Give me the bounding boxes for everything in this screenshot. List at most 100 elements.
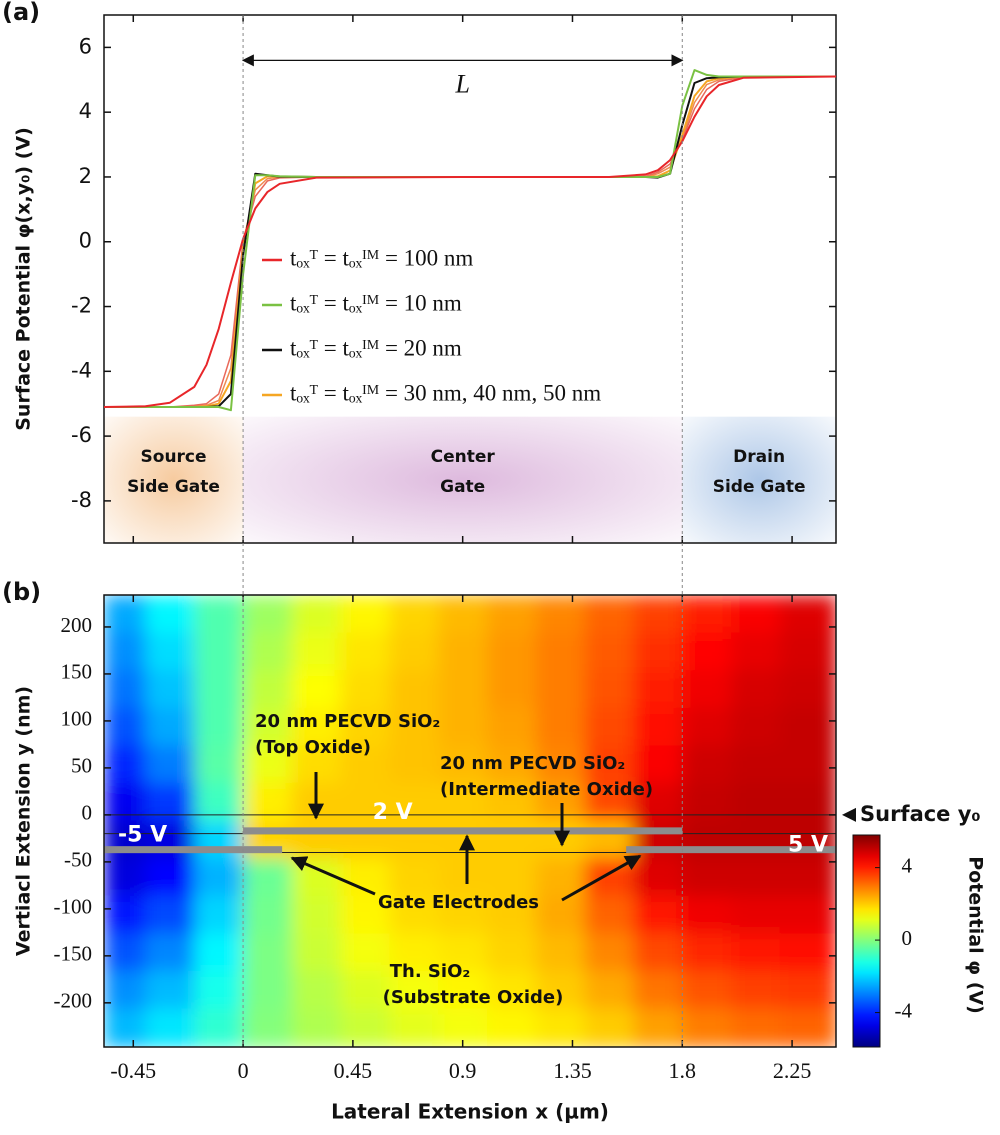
annotation: (Top Oxide) [255,737,371,758]
heatmap-cell [194,970,245,1010]
heatmap-cell [340,745,391,784]
heatmap-cell [779,895,836,935]
heatmap-cell [389,933,440,972]
heatmap-cell [194,707,245,747]
heatmap-cell [633,933,684,972]
heatmap-cell [389,895,440,935]
series-line [104,75,837,408]
series-line [104,75,836,408]
series-line [103,75,837,408]
heatmap-cell [340,1008,391,1047]
heatmap-cell [779,933,836,972]
electrode-label: -5 V [118,823,167,848]
heatmap-cell [487,707,537,747]
heatmap-cell [682,745,733,784]
heatmap-cell [243,745,293,784]
heatmap-cell [731,820,781,860]
heatmap-cell [291,895,342,935]
y-tick-label: -150 [54,942,93,966]
region-label: Gate [440,477,485,497]
heatmap-cell [104,670,147,709]
heatmap-cell [731,670,781,709]
y-tick-label: -4 [71,358,92,382]
heatmap-cell [104,858,147,897]
electrode-label: 5 V [788,833,828,858]
series-line [104,69,836,412]
heatmap-cell [682,970,733,1010]
heatmap-cell [584,895,635,935]
x-axis-label: Lateral Extension x (µm) [331,1100,609,1124]
heatmap-cell [535,670,586,709]
y-tick-label: 50 [71,754,92,778]
y-axis-label: Surface Potential φ(x,y₀) (V) [13,127,35,431]
heatmap-cell [145,970,196,1010]
heatmap-cell [633,707,684,747]
y-tick-label: 150 [61,660,93,684]
x-tick-label: -0.45 [110,1058,156,1083]
panel-label: (a) [2,0,40,26]
y-tick-label: -6 [71,423,92,447]
heatmap-cell [291,1008,342,1047]
heatmap-cell [194,745,245,784]
heatmap-cell [145,670,196,709]
heatmap-cell [779,782,836,822]
heatmap-cell [779,858,836,897]
heatmap-cell [243,933,293,972]
region-label: Center [431,447,496,467]
heatmap-cells [104,595,836,1047]
series-line [104,75,836,408]
heatmap-cell [291,970,342,1010]
heatmap-cell [535,895,586,935]
heatmap-cell [104,933,147,972]
heatmap-cell [535,970,586,1010]
x-tick-label: 1.8 [669,1058,697,1083]
electrode [626,846,836,854]
x-tick-label: 0 [238,1058,249,1083]
panel-label: (b) [2,578,41,606]
heatmap-cell [584,745,635,784]
x-tick-label: 2.25 [773,1058,812,1083]
electrode-label: 2 V [373,800,413,825]
heatmap-cell [633,820,684,860]
heatmap-cell [438,858,489,897]
x-tick-label: 0.9 [449,1058,477,1083]
heatmap-cell [487,632,537,672]
heatmap-cell [731,782,781,822]
heatmap-cell [291,933,342,972]
heatmap-cell [145,782,196,822]
heatmap-cell [584,970,635,1010]
heatmap-cell [104,595,147,634]
heatmap-cell [340,895,391,935]
heatmap-cell [487,745,537,784]
colorbar-tick-label: 4 [902,853,913,877]
colorbar-label: Potential φ (V) [965,856,987,1014]
heatmap-cell [487,1008,537,1047]
plot-frame [103,14,837,544]
heatmap-cell [438,707,489,747]
heatmap-cell [243,595,293,634]
heatmap-cell [682,858,733,897]
heatmap-cell [145,933,196,972]
pointer-arrow [290,856,376,896]
colorbar-tick-label: 0 [902,926,913,950]
heatmap-cell [633,670,684,709]
heatmap-cell [731,595,781,634]
heatmap-cell [194,820,245,860]
heatmap-cell [243,820,293,860]
heatmap-cell [731,895,781,935]
heatmap-cell [584,1008,635,1047]
heatmap-cell [584,595,635,634]
heatmap-cell [389,745,440,784]
heatmap-cell [633,1008,684,1047]
heatmap-cell [584,933,635,972]
series-line [104,75,836,408]
heatmap-cell [243,858,293,897]
heatmap-cell [145,858,196,897]
heatmap-cell [194,895,245,935]
y-tick-label: 4 [79,99,92,123]
heatmap-cell [340,820,391,860]
pointer-arrow [561,854,642,902]
heatmap-cell [243,895,293,935]
heatmap-cell [779,707,836,747]
